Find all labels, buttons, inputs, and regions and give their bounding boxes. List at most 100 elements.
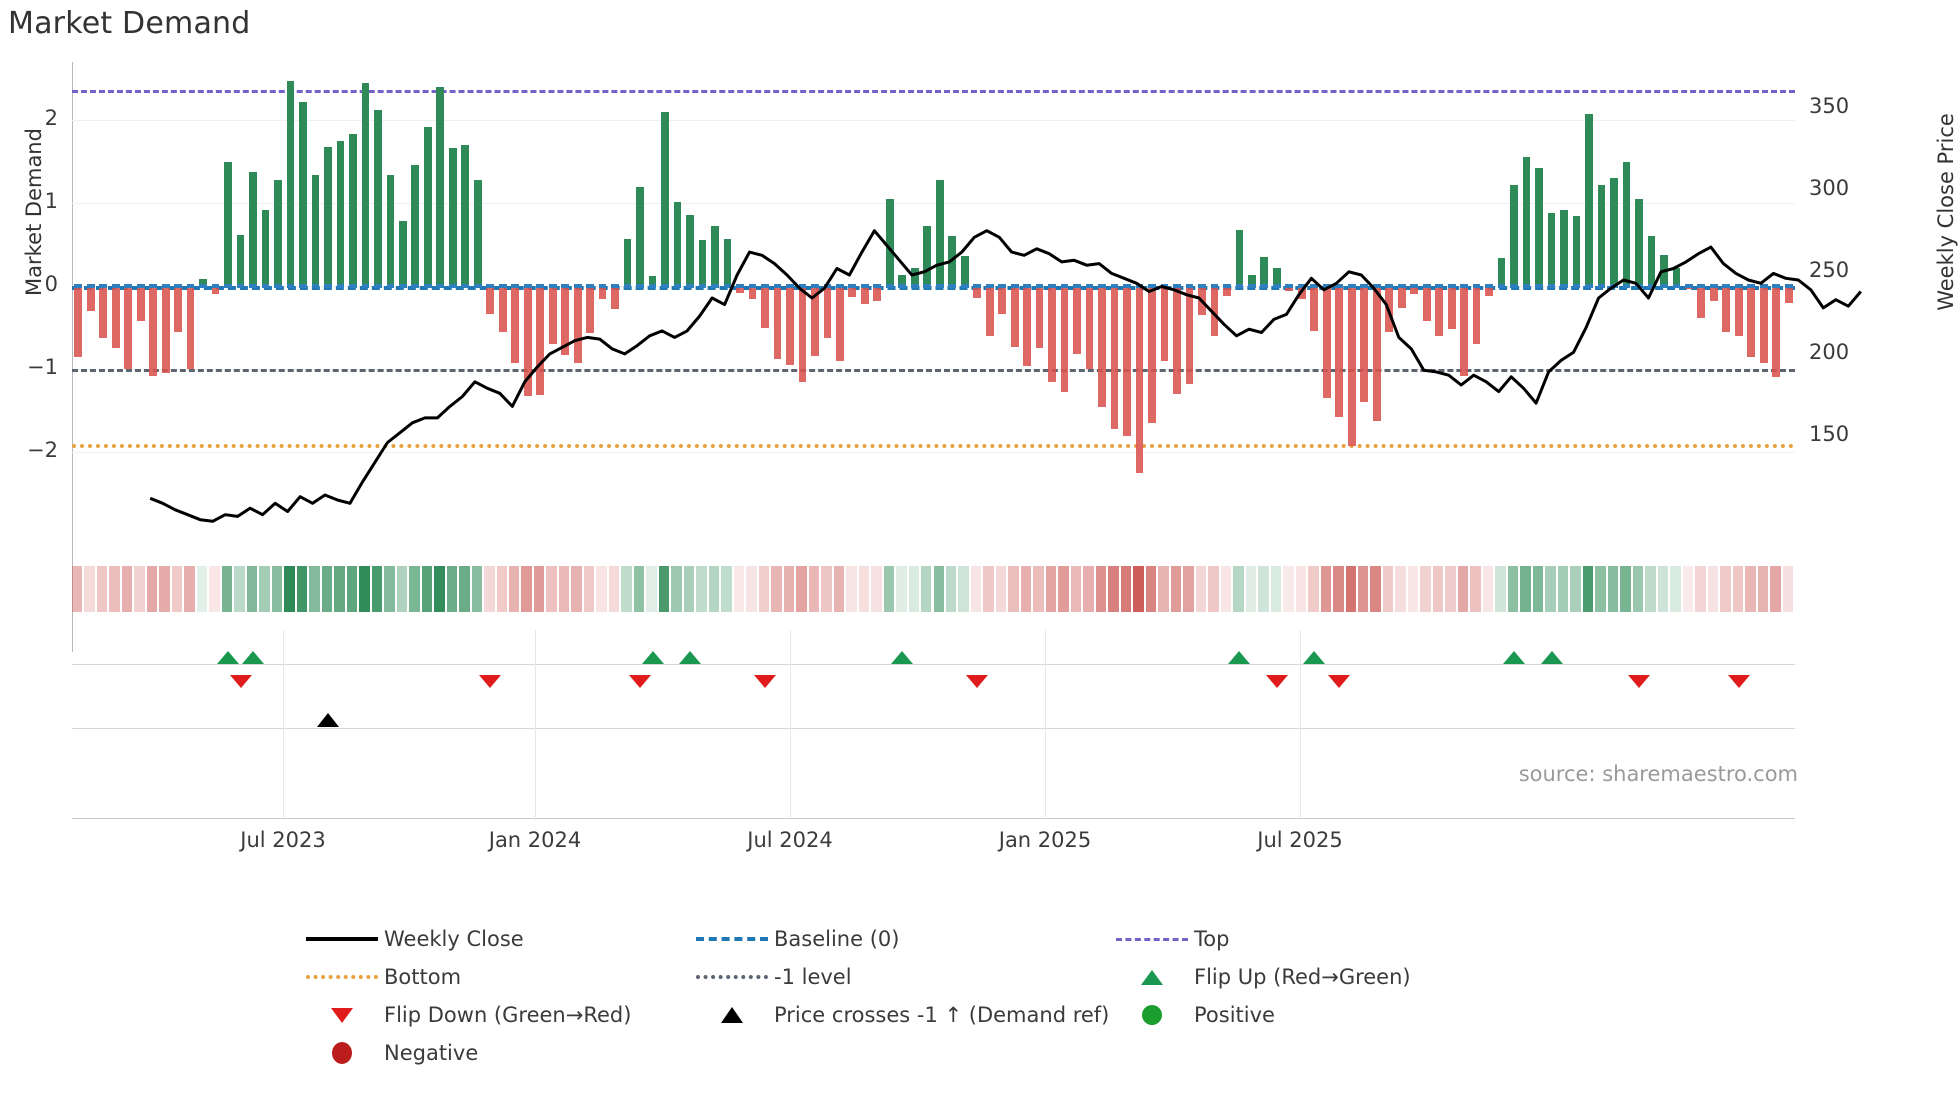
demand-bar [1322,286,1331,399]
baseline-cap [648,284,657,289]
legend-item-flip-up[interactable]: Flip Up (Red→Green) [1110,958,1530,996]
demand-bar [985,286,994,336]
demand-bar [1460,286,1468,376]
chart-legend: Weekly Close Baseline (0) Top Bottom -1 … [300,920,1640,1072]
heatstrip-cell [1470,566,1481,612]
heatstrip-cell [1782,566,1793,612]
baseline-cap [960,284,969,289]
heatstrip-cell [596,566,607,612]
baseline-cap [1709,284,1718,289]
heatstrip-cell [421,566,433,612]
gridline [72,120,1795,122]
baseline-cap [1285,284,1294,289]
baseline-cap [149,284,158,289]
baseline-cap [1759,284,1768,289]
heatstrip-cell [521,566,532,612]
demand-bar [586,286,594,333]
demand-bar [1123,286,1131,436]
legend-item-baseline[interactable]: Baseline (0) [690,920,1110,958]
baseline-cap [1734,284,1743,289]
heatstrip-cell [658,566,670,612]
heatstrip-cell [945,566,957,612]
baseline-cap [1148,284,1156,289]
y2-tick-label: 350 [1809,93,1850,118]
heatstrip-cell [1632,566,1644,612]
heatstrip-cell [758,566,770,612]
y-tick-label: 2 [44,106,58,131]
heatstrip-cell [733,566,745,612]
heatstrip-cell [1620,566,1631,612]
price-line-path [149,229,1862,523]
legend-item-bottom[interactable]: Bottom [300,958,690,996]
heatstrip-cell [871,566,882,612]
demand-bar [1272,267,1281,287]
baseline-cap [1685,284,1693,289]
x-tick-label: Jul 2025 [1257,828,1343,852]
legend-item-negative[interactable]: Negative [300,1034,690,1072]
heatstrip-cell [234,566,245,612]
baseline-cap [411,284,420,289]
flip-down-marker [479,675,502,688]
heatstrip-cell [958,566,969,612]
baseline-cap [1085,284,1094,289]
heatstrip-cell [696,566,707,612]
demand-bar [1098,286,1106,407]
legend-item-flip-down[interactable]: Flip Down (Green→Red) [300,996,690,1034]
legend-item-minus-one-level[interactable]: -1 level [690,958,1110,996]
baseline-cap [923,284,932,289]
demand-bar [374,110,382,287]
baseline-cap [349,284,357,289]
legend-item-weekly-close[interactable]: Weekly Close [300,920,690,958]
demand-bar [149,286,158,376]
heatstrip-cell [459,566,470,612]
reference-line-1-level [72,369,1795,373]
y-tick-label: −2 [27,438,58,463]
heatstrip-cell [1532,566,1544,612]
heatstrip-cell [533,566,545,612]
baseline-cap [1322,284,1331,289]
legend-item-top[interactable]: Top [1110,920,1530,958]
demand-bar [923,226,932,287]
demand-bar [748,286,757,299]
legend-label: Flip Down (Green→Red) [384,1003,632,1027]
baseline-cap [948,284,957,289]
demand-bar [1585,114,1593,287]
baseline-cap [461,284,470,289]
heatstrip-cell [621,566,632,612]
y-axis-right-label: Weekly Close Price [1934,113,1958,311]
triangle-up-black-icon [690,1007,774,1023]
heatstrip-cell [783,566,795,612]
legend-item-price-crosses[interactable]: Price crosses -1 ↑ (Demand ref) [690,996,1110,1034]
baseline-cap [885,284,894,289]
legend-row: Negative [300,1034,1640,1072]
y-tick-label: 1 [44,189,58,214]
heatstrip-cell [171,566,183,612]
demand-bar [1110,286,1119,429]
demand-bar [1635,198,1643,287]
baseline-cap [761,284,769,289]
demand-bar [1759,286,1768,363]
demand-bar [598,286,607,300]
baseline-cap [636,284,644,289]
legend-label: -1 level [774,965,852,989]
y-axis-spine [72,62,73,652]
demand-bar [636,186,644,287]
baseline-cap [1210,284,1219,289]
demand-bar [1510,184,1518,287]
demand-bar [1360,286,1369,403]
demand-bar [1173,286,1181,395]
heatstrip-cell [1670,566,1681,612]
demand-bar [436,86,445,287]
heatstrip-cell [746,566,757,612]
demand-bar [224,161,232,287]
demand-bar [1160,286,1169,361]
legend-item-positive[interactable]: Positive [1110,996,1530,1034]
baseline-cap [1248,284,1256,289]
baseline-cap [998,284,1007,289]
heatstrip-cell [396,566,408,612]
heatstrip-cell [671,566,682,612]
heatstrip-cell [1095,566,1107,612]
heatstrip-cell [1270,566,1282,612]
baseline-cap [1310,284,1319,289]
heatstrip-cell [1570,566,1581,612]
